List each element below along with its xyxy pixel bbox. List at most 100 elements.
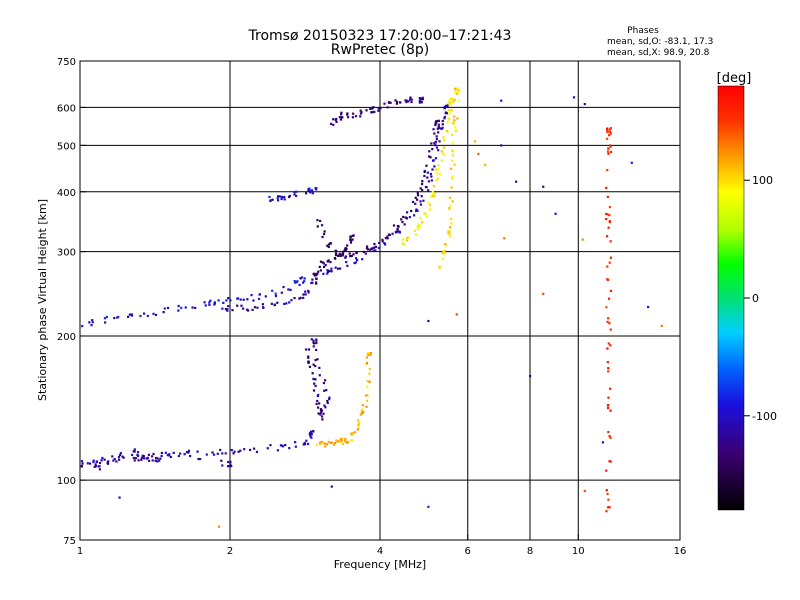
echo-point <box>433 192 436 195</box>
echo-point <box>339 254 342 258</box>
echo-point <box>146 314 149 318</box>
echo-point <box>608 435 611 438</box>
echo-point <box>276 301 279 304</box>
echo-point <box>304 293 307 296</box>
echo-point <box>142 312 146 315</box>
echo-point <box>453 115 456 118</box>
echo-point <box>423 174 426 178</box>
echo-point <box>438 266 441 269</box>
echo-point <box>312 341 315 344</box>
echo-point <box>477 152 480 156</box>
echo-point <box>296 280 299 283</box>
echo-point <box>456 117 459 120</box>
echo-point <box>184 306 187 309</box>
echo-point <box>437 119 440 122</box>
echo-point <box>605 510 608 513</box>
echo-point <box>366 399 369 402</box>
echo-point <box>330 441 333 444</box>
echo-point <box>438 172 442 176</box>
echo-point <box>413 229 416 232</box>
echo-point <box>371 107 374 110</box>
stats-line-o: mean, sd,O: -83.1, 17.3 <box>607 37 713 47</box>
echo-point <box>324 406 327 409</box>
echo-point <box>333 442 337 445</box>
echo-point <box>323 230 326 233</box>
echo-point <box>605 306 608 309</box>
echo-point <box>154 313 158 317</box>
echo-point <box>354 115 358 118</box>
echo-point <box>280 444 283 447</box>
echo-point <box>346 441 349 444</box>
echo-point <box>280 195 284 199</box>
echo-point <box>318 265 321 269</box>
echo-point <box>606 195 609 199</box>
echo-point <box>191 306 194 309</box>
echo-point <box>94 463 97 466</box>
echo-point <box>80 465 83 468</box>
echo-point <box>388 101 391 104</box>
echo-point <box>314 364 317 368</box>
echo-point <box>395 231 398 234</box>
echo-point <box>451 159 454 162</box>
echo-point <box>361 408 364 411</box>
echo-point <box>581 238 584 241</box>
echo-point <box>609 145 612 148</box>
echo-point <box>253 447 256 450</box>
echo-point <box>326 269 329 272</box>
echo-point <box>315 188 318 191</box>
echo-point <box>416 227 420 231</box>
echo-point <box>295 190 298 193</box>
echo-point <box>341 437 344 440</box>
echo-point <box>449 97 452 101</box>
echo-point <box>311 372 314 375</box>
echo-point <box>335 120 338 123</box>
echo-point <box>329 441 332 444</box>
echo-point <box>103 458 106 461</box>
echo-point <box>450 186 453 189</box>
echo-point <box>325 389 328 392</box>
echo-point <box>323 379 327 382</box>
echo-point <box>417 223 420 226</box>
echo-point <box>213 303 216 306</box>
echo-point <box>416 198 419 201</box>
echo-point <box>369 248 372 251</box>
echo-point <box>283 302 286 306</box>
echo-point <box>284 443 287 447</box>
echo-point <box>100 459 103 462</box>
echo-point <box>344 247 347 251</box>
echo-point <box>117 315 120 319</box>
echo-point <box>414 233 418 236</box>
echo-point <box>328 396 331 399</box>
echo-point <box>315 338 318 341</box>
echo-point <box>453 163 456 166</box>
echo-point <box>407 236 410 239</box>
echo-point <box>451 177 454 180</box>
echo-point <box>428 155 431 158</box>
echo-point <box>312 430 315 433</box>
echo-point <box>287 288 290 291</box>
echo-point <box>351 238 354 241</box>
echo-point <box>369 353 372 356</box>
echo-point <box>515 180 518 183</box>
echo-point <box>315 443 319 446</box>
echo-point <box>397 225 400 228</box>
echo-point <box>434 141 437 144</box>
echo-point <box>373 110 376 113</box>
echo-point <box>606 130 609 133</box>
echo-point <box>365 247 368 250</box>
echo-point <box>94 465 98 468</box>
echo-point <box>299 296 302 300</box>
echo-point <box>606 150 610 153</box>
echo-point <box>350 439 353 442</box>
echo-point <box>113 458 116 461</box>
echo-point <box>310 433 313 436</box>
echo-point <box>142 454 145 458</box>
echo-point <box>236 304 239 307</box>
echo-point <box>312 389 316 392</box>
echo-point <box>322 272 325 275</box>
echo-point <box>319 441 322 444</box>
echo-point <box>606 168 609 172</box>
echo-point <box>242 298 245 301</box>
echo-point <box>421 98 425 101</box>
echo-point <box>373 246 376 249</box>
